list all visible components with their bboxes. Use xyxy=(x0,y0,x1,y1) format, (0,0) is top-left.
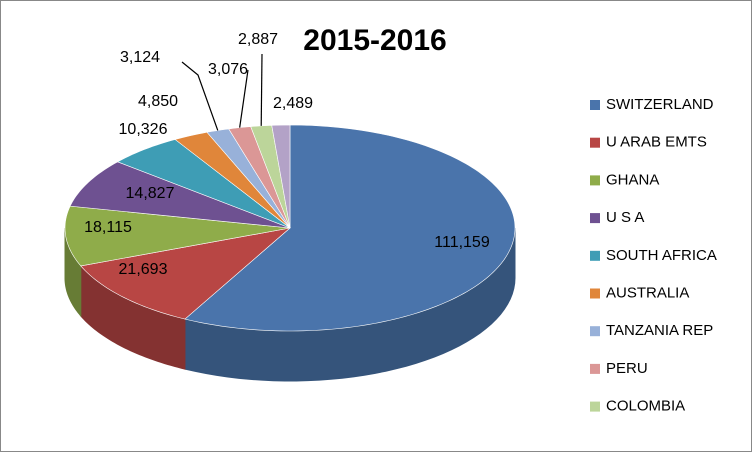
legend-swatch xyxy=(590,401,600,412)
legend-swatch xyxy=(590,326,600,337)
legend-label: SWITZERLAND xyxy=(606,96,714,113)
data-label: 21,693 xyxy=(119,261,168,278)
legend-label: U S A xyxy=(606,209,644,226)
legend-swatch xyxy=(590,363,600,374)
pie-slice xyxy=(69,161,291,229)
legend-swatch xyxy=(590,100,600,110)
legend-label: GHANA xyxy=(606,171,659,188)
leader-line xyxy=(260,53,263,126)
data-label: 2,887 xyxy=(238,31,278,48)
legend-label: PERU xyxy=(606,360,648,377)
pie-slice xyxy=(64,205,291,267)
legend-label: SOUTH AFRICA xyxy=(606,247,717,264)
pie-slice xyxy=(206,128,291,229)
data-label: 3,124 xyxy=(120,49,160,66)
leader-line xyxy=(239,69,249,128)
pie-slice xyxy=(271,124,291,229)
data-label: 2,489 xyxy=(273,95,313,112)
legend-label: COLOMBIA xyxy=(606,398,685,415)
pie-slice xyxy=(116,139,291,229)
pie-slice xyxy=(80,227,292,320)
legend-swatch xyxy=(590,175,600,186)
data-label: 111,159 xyxy=(434,234,490,251)
chart-title: 2015-2016 xyxy=(303,24,446,57)
data-label: 3,076 xyxy=(208,61,248,78)
leader-line xyxy=(181,61,219,131)
data-label: 18,115 xyxy=(84,219,132,236)
data-label: 10,326 xyxy=(119,121,168,138)
data-label: 14,827 xyxy=(126,185,175,202)
legend-swatch xyxy=(590,250,600,261)
legend-label: AUSTRALIA xyxy=(606,284,689,301)
pie-slice xyxy=(174,131,291,229)
pie-slice xyxy=(228,126,291,229)
legend-swatch xyxy=(590,137,600,148)
data-label: 4,850 xyxy=(138,93,178,110)
legend-label: U ARAB EMTS xyxy=(606,134,707,151)
legend-label: TANZANIA REP xyxy=(606,322,713,339)
legend-swatch xyxy=(590,213,600,224)
pie-slice xyxy=(184,124,516,332)
legend-swatch xyxy=(590,288,600,299)
